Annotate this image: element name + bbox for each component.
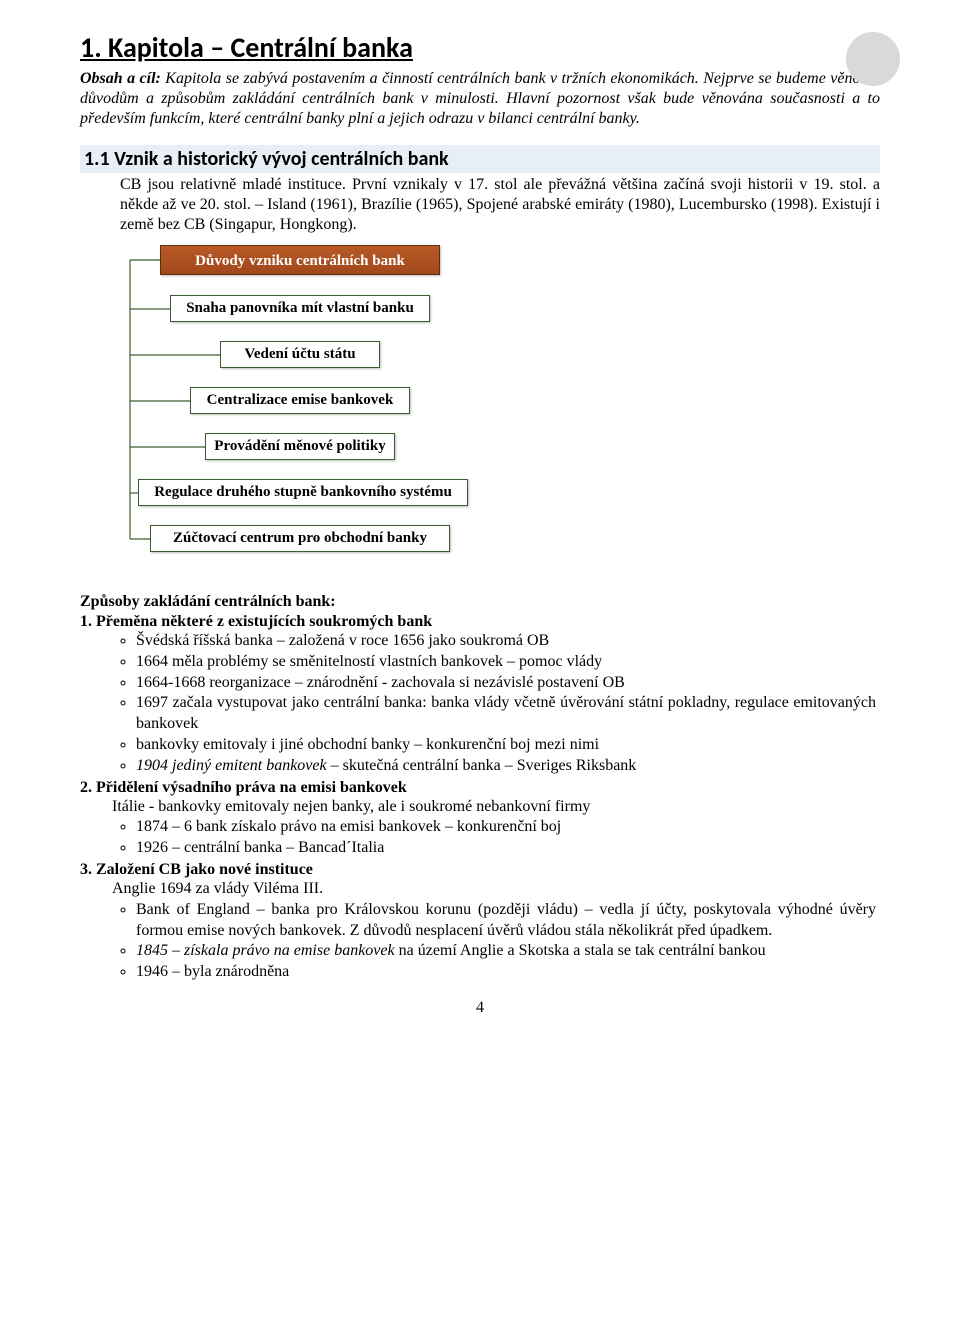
diagram-node: Regulace druhého stupně bankovního systé…	[138, 479, 468, 506]
page-number: 4	[80, 999, 880, 1017]
method-bullet: 1904 jediný emitent bankovek – skutečná …	[136, 756, 880, 777]
method-title: 3. Založení CB jako nové instituce	[80, 861, 880, 879]
method-bullet: 1946 – byla znárodněna	[136, 962, 880, 983]
diagram-title-node: Důvody vzniku centrálních bank	[160, 245, 440, 275]
intro-label: Obsah a cíl:	[80, 70, 161, 87]
diagram-node: Vedení účtu státu	[220, 341, 380, 368]
method-bullet: 1697 začala vystupovat jako centrální ba…	[136, 693, 880, 735]
method-bullet: bankovky emitovaly i jiné obchodní banky…	[136, 735, 880, 756]
method-bullet: 1926 – centrální banka – Bancad´Italia	[136, 838, 880, 859]
methods-heading: Způsoby zakládání centrálních bank:	[80, 593, 880, 611]
accent-dot	[846, 32, 900, 86]
section-paragraph: CB jsou relativně mladé instituce. První…	[120, 175, 880, 235]
methods-list: 1. Přeměna některé z existujících soukro…	[80, 613, 880, 983]
method-title: 2. Přidělení výsadního práva na emisi ba…	[80, 779, 880, 797]
reasons-diagram: Důvody vzniku centrálních bank Snaha pan…	[120, 245, 540, 575]
method-bullet: Švédská říšská banka – založená v roce 1…	[136, 631, 880, 652]
method-bullet: Bank of England – banka pro Královskou k…	[136, 900, 880, 942]
diagram-node: Snaha panovníka mít vlastní banku	[170, 295, 430, 322]
section-title: 1.1 Vznik a historický vývoj centrálních…	[80, 145, 880, 173]
method-bullets: Švédská říšská banka – založená v roce 1…	[136, 631, 880, 777]
intro-paragraph: Obsah a cíl: Kapitola se zabývá postaven…	[80, 69, 880, 129]
method-body: Anglie 1694 za vlády Viléma III.	[112, 879, 880, 900]
method-bullets: 1874 – 6 bank získalo právo na emisi ban…	[136, 817, 880, 859]
method-bullet: 1845 – získala právo na emise bankovek n…	[136, 941, 880, 962]
chapter-title: 1. Kapitola – Centrální banka	[80, 30, 880, 65]
method-body: Itálie - bankovky emitovaly nejen banky,…	[112, 797, 880, 818]
method-bullet: 1874 – 6 bank získalo právo na emisi ban…	[136, 817, 880, 838]
method-bullet: 1664-1668 reorganizace – znárodnění - za…	[136, 673, 880, 694]
method-bullet: 1664 měla problémy se směnitelností vlas…	[136, 652, 880, 673]
intro-text: Kapitola se zabývá postavením a činností…	[80, 70, 880, 127]
diagram-node: Centralizace emise bankovek	[190, 387, 410, 414]
diagram-node: Provádění měnové politiky	[205, 433, 395, 460]
method-bullets: Bank of England – banka pro Královskou k…	[136, 900, 880, 983]
method-title: 1. Přeměna některé z existujících soukro…	[80, 613, 880, 631]
diagram-node: Zúčtovací centrum pro obchodní banky	[150, 525, 450, 552]
